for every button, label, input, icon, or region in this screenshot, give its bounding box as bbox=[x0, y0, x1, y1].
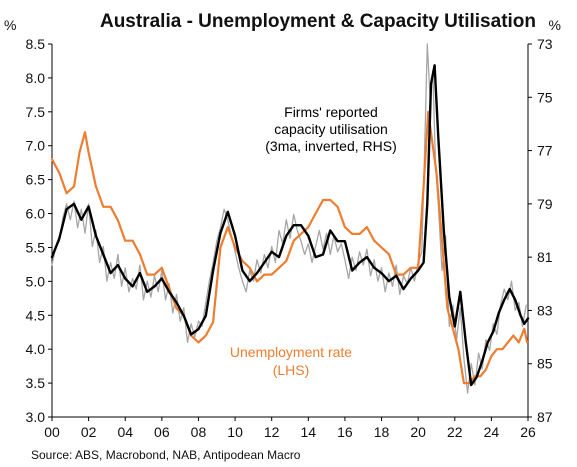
right-tick: 73 bbox=[528, 36, 553, 52]
unemployment-annotation: Unemployment rate (LHS) bbox=[230, 344, 352, 378]
chart-title: Australia - Unemployment & Capacity Util… bbox=[100, 11, 536, 32]
left-tick-label: 3.5 bbox=[26, 375, 46, 391]
x-tick-label: 20 bbox=[410, 424, 426, 440]
left-tick-label: 6.5 bbox=[26, 172, 46, 188]
right-axis-ticks: 73 75 77 79 81 83 85 87 bbox=[528, 36, 553, 425]
x-tick-label: 12 bbox=[264, 424, 280, 440]
capacity-annotation-line-3: (3ma, inverted, RHS) bbox=[265, 138, 396, 154]
x-axis-ticks: 00 02 04 06 08 10 12 14 16 18 20 22 24 26 bbox=[44, 417, 536, 440]
left-tick: 3.5 bbox=[26, 375, 52, 391]
left-axis-unit: % bbox=[4, 17, 16, 33]
right-tick: 81 bbox=[528, 249, 553, 265]
left-tick: 5.5 bbox=[26, 239, 52, 255]
x-tick: 02 bbox=[81, 417, 97, 440]
x-tick: 12 bbox=[264, 417, 280, 440]
right-tick-label: 73 bbox=[537, 36, 553, 52]
x-tick-label: 24 bbox=[484, 424, 500, 440]
right-tick-label: 85 bbox=[537, 356, 553, 372]
right-tick: 75 bbox=[528, 89, 553, 105]
capacity-annotation: Firms' reported capacity utilisation (3m… bbox=[265, 104, 396, 154]
left-tick-label: 3.0 bbox=[26, 409, 46, 425]
x-tick: 10 bbox=[227, 417, 243, 440]
left-tick-label: 4.0 bbox=[26, 341, 46, 357]
left-tick-label: 6.0 bbox=[26, 206, 46, 222]
x-tick: 16 bbox=[337, 417, 353, 440]
x-tick: 20 bbox=[410, 417, 426, 440]
left-tick-label: 7.0 bbox=[26, 138, 46, 154]
x-tick: 18 bbox=[374, 417, 390, 440]
right-tick-label: 77 bbox=[537, 143, 553, 159]
source-note: Source: ABS, Macrobond, NAB, Antipodean … bbox=[31, 448, 301, 462]
capacity-annotation-line-2: capacity utilisation bbox=[274, 121, 388, 137]
right-tick-label: 87 bbox=[537, 409, 553, 425]
right-axis-unit: % bbox=[549, 17, 561, 33]
left-tick: 6.5 bbox=[26, 172, 52, 188]
left-tick: 5.0 bbox=[26, 273, 52, 289]
left-axis-ticks: 3.0 3.5 4.0 4.5 5.0 5.5 6.0 6.5 7.0 7.5 8.0 8.5 bbox=[26, 36, 52, 425]
x-tick-label: 02 bbox=[81, 424, 97, 440]
right-tick-label: 83 bbox=[537, 302, 553, 318]
x-tick: 26 bbox=[520, 417, 536, 440]
left-tick: 7.0 bbox=[26, 138, 52, 154]
left-tick-label: 8.5 bbox=[26, 36, 46, 52]
left-tick-label: 7.5 bbox=[26, 104, 46, 120]
x-tick: 08 bbox=[191, 417, 207, 440]
left-tick-label: 4.5 bbox=[26, 307, 46, 323]
x-tick-label: 10 bbox=[227, 424, 243, 440]
unemployment-rate-line bbox=[50, 110, 529, 385]
right-tick-label: 79 bbox=[537, 196, 553, 212]
right-tick: 87 bbox=[528, 409, 553, 425]
left-tick-label: 5.0 bbox=[26, 273, 46, 289]
x-tick: 22 bbox=[447, 417, 463, 440]
x-tick: 24 bbox=[484, 417, 500, 440]
x-tick-label: 08 bbox=[191, 424, 207, 440]
series-layer bbox=[50, 43, 530, 394]
x-tick-label: 04 bbox=[117, 424, 133, 440]
x-tick-label: 06 bbox=[154, 424, 170, 440]
left-tick-label: 5.5 bbox=[26, 239, 46, 255]
left-tick: 4.0 bbox=[26, 341, 52, 357]
left-tick: 8.0 bbox=[26, 70, 52, 86]
x-tick-label: 22 bbox=[447, 424, 463, 440]
plot-area: 3.03.54.04.55.05.56.06.57.07.58.08.5 737… bbox=[26, 36, 553, 440]
x-tick-label: 00 bbox=[44, 424, 60, 440]
left-tick: 3.0 bbox=[26, 409, 52, 425]
x-tick: 14 bbox=[301, 417, 317, 440]
capacity-annotation-line-1: Firms' reported bbox=[284, 104, 378, 120]
left-tick: 8.5 bbox=[26, 36, 52, 52]
left-tick: 6.0 bbox=[26, 206, 52, 222]
left-tick-label: 8.0 bbox=[26, 70, 46, 86]
capacity-utilisation-3ma-line bbox=[50, 64, 530, 387]
unemployment-annotation-line-2: (LHS) bbox=[273, 362, 310, 378]
x-tick-label: 18 bbox=[374, 424, 390, 440]
x-tick-label: 16 bbox=[337, 424, 353, 440]
x-tick: 06 bbox=[154, 417, 170, 440]
x-tick: 04 bbox=[117, 417, 133, 440]
left-tick: 4.5 bbox=[26, 307, 52, 323]
unemployment-annotation-line-1: Unemployment rate bbox=[230, 344, 352, 360]
x-tick-label: 26 bbox=[520, 424, 536, 440]
right-tick-label: 75 bbox=[537, 89, 553, 105]
left-tick: 7.5 bbox=[26, 104, 52, 120]
right-tick: 77 bbox=[528, 143, 553, 159]
right-tick: 85 bbox=[528, 356, 553, 372]
x-tick: 00 bbox=[44, 417, 60, 440]
right-tick: 83 bbox=[528, 302, 553, 318]
right-tick: 79 bbox=[528, 196, 553, 212]
right-tick-label: 81 bbox=[537, 249, 553, 265]
x-tick-label: 14 bbox=[301, 424, 317, 440]
